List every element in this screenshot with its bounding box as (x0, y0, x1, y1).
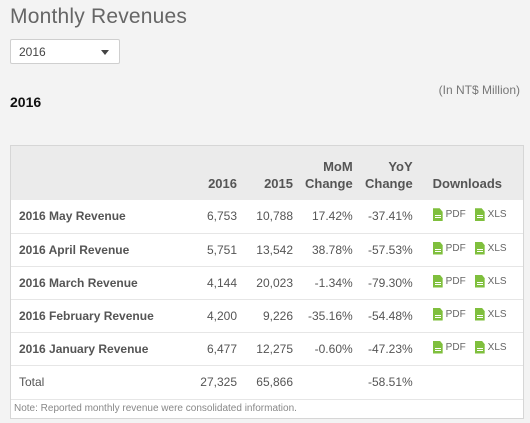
row-yoy-change: -54.48% (367, 308, 413, 323)
table-row: 2016 January Revenue 6,477 12,275 -0.60% -47… (11, 332, 523, 365)
chevron-down-icon (101, 50, 109, 55)
header-2016: 2016 (208, 176, 237, 191)
table-header-row: 2016 2015 MoM Change YoY Change Download… (11, 146, 523, 200)
revenue-table-container: 2016 2015 MoM Change YoY Change Download… (10, 145, 524, 419)
download-label: XLS (487, 242, 507, 254)
header-mom: MoM Change (299, 146, 359, 200)
row-value-2015: 12,275 (256, 341, 293, 356)
row-yoy-change: -47.23% (367, 341, 413, 356)
download-label: PDF (445, 308, 466, 320)
row-value-2016: 6,477 (206, 341, 237, 356)
total-downloads (419, 365, 523, 399)
header-2015: 2015 (264, 176, 293, 191)
download-label: XLS (487, 209, 507, 221)
row-label: 2016 January Revenue (19, 341, 149, 356)
row-mom-change: 38.78% (311, 242, 353, 257)
xls-download-link[interactable]: XLS (474, 307, 507, 321)
pdf-download-link[interactable]: PDF (432, 208, 466, 222)
table-row: 2016 April Revenue 5,751 13,542 38.78% -57.5… (11, 233, 523, 266)
xls-download-link[interactable]: XLS (474, 241, 507, 255)
row-downloads: PDF XLS (419, 332, 523, 365)
row-value-2015: 13,542 (256, 242, 293, 257)
total-row: Total 27,325 65,866 -58.51% (11, 365, 523, 399)
file-icon (474, 208, 485, 222)
section-year-heading: 2016 (10, 94, 42, 110)
row-yoy-change: -79.30% (367, 275, 413, 290)
file-icon (474, 241, 485, 255)
xls-download-link[interactable]: XLS (474, 208, 507, 222)
file-icon (432, 274, 443, 288)
table-row: 2016 May Revenue 6,753 10,788 17.42% -37.41%… (11, 200, 523, 233)
row-label: 2016 April Revenue (19, 242, 130, 257)
table-row: 2016 March Revenue 4,144 20,023 -1.34% -79.3… (11, 266, 523, 299)
header-yoy: YoY Change (359, 146, 419, 200)
row-label: 2016 May Revenue (19, 209, 126, 224)
row-label: 2016 March Revenue (19, 275, 138, 290)
download-label: XLS (487, 308, 507, 320)
total-yoy: -58.51% (367, 375, 413, 389)
header-mom-line1: MoM (323, 159, 353, 174)
total-mom (299, 365, 359, 399)
unit-note: (In NT$ Million) (438, 83, 520, 97)
xls-download-link[interactable]: XLS (474, 340, 507, 354)
row-value-2015: 20,023 (256, 275, 293, 290)
download-label: PDF (445, 275, 466, 287)
download-label: PDF (445, 209, 466, 221)
file-icon (432, 241, 443, 255)
file-icon (474, 340, 485, 354)
revenue-table: 2016 2015 MoM Change YoY Change Download… (11, 146, 523, 400)
row-mom-change: -0.60% (314, 341, 353, 356)
pdf-download-link[interactable]: PDF (432, 307, 466, 321)
header-mom-line2: Change (305, 176, 353, 191)
row-mom-change: -1.34% (314, 275, 353, 290)
row-downloads: PDF XLS (419, 200, 523, 233)
pdf-download-link[interactable]: PDF (432, 340, 466, 354)
download-label: PDF (445, 242, 466, 254)
total-2016: 27,325 (200, 375, 237, 389)
download-label: XLS (487, 341, 507, 353)
download-label: PDF (445, 341, 466, 353)
download-label: XLS (487, 275, 507, 287)
row-mom-change: -35.16% (307, 308, 353, 323)
row-downloads: PDF XLS (419, 233, 523, 266)
header-downloads: Downloads (432, 176, 503, 191)
row-value-2016: 4,144 (206, 275, 237, 290)
total-label: Total (19, 375, 45, 389)
row-value-2016: 6,753 (206, 209, 237, 224)
file-icon (432, 307, 443, 321)
row-yoy-change: -57.53% (367, 242, 413, 257)
row-downloads: PDF XLS (419, 266, 523, 299)
xls-download-link[interactable]: XLS (474, 274, 507, 288)
row-downloads: PDF XLS (419, 299, 523, 332)
header-label (11, 146, 187, 200)
row-value-2015: 10,788 (256, 209, 293, 224)
file-icon (474, 274, 485, 288)
header-yoy-line2: Change (365, 176, 413, 191)
file-icon (474, 307, 485, 321)
row-value-2016: 4,200 (206, 308, 237, 323)
row-value-2015: 9,226 (262, 308, 293, 323)
page-title: Monthly Revenues (10, 5, 188, 28)
row-yoy-change: -37.41% (367, 209, 413, 224)
row-label: 2016 February Revenue (19, 308, 154, 323)
pdf-download-link[interactable]: PDF (432, 241, 466, 255)
table-note: Note: Reported monthly revenue were cons… (14, 403, 297, 414)
year-select[interactable]: 2016 (10, 39, 120, 64)
table-row: 2016 February Revenue 4,200 9,226 -35.16% -5… (11, 299, 523, 332)
pdf-download-link[interactable]: PDF (432, 274, 466, 288)
header-yoy-line1: YoY (388, 159, 413, 174)
row-value-2016: 5,751 (206, 242, 237, 257)
file-icon (432, 340, 443, 354)
row-mom-change: 17.42% (311, 209, 353, 224)
total-2015: 65,866 (256, 375, 293, 389)
file-icon (432, 208, 443, 222)
year-select-value: 2016 (19, 45, 46, 59)
